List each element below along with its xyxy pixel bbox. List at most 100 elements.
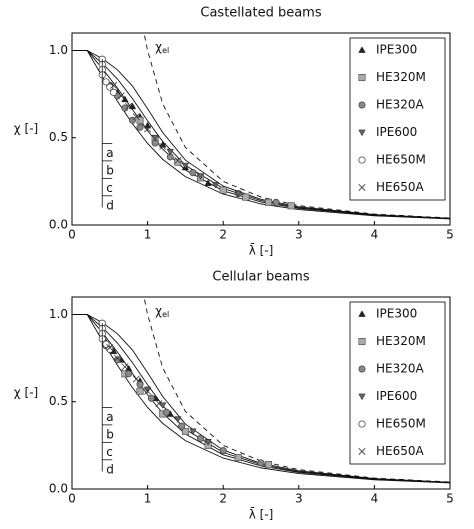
x-tick-label: 4 xyxy=(371,492,379,506)
chart-title: Cellular beams xyxy=(212,270,309,285)
marker xyxy=(132,375,140,383)
marker xyxy=(234,454,242,462)
marker xyxy=(159,142,167,150)
marker xyxy=(358,420,366,428)
marker xyxy=(125,370,133,378)
marker xyxy=(181,427,189,435)
marker xyxy=(204,179,212,186)
marker xyxy=(358,337,366,345)
marker xyxy=(128,102,137,110)
legend-label: HE320M xyxy=(376,70,426,84)
chart-title: Castellated beams xyxy=(200,6,321,21)
marker xyxy=(132,113,140,121)
x-tick-label: 2 xyxy=(219,492,227,506)
marker xyxy=(144,387,152,395)
legend-label: IPE600 xyxy=(376,389,417,403)
legend-label: HE650M xyxy=(376,153,426,167)
marker xyxy=(163,408,171,416)
x-tick-label: 4 xyxy=(371,228,379,242)
curve-label: d xyxy=(106,462,114,476)
marker xyxy=(219,447,227,455)
subplot: Cellular beams λ̄ [-] χ [-] 0 1 2 3 4 5 0.0 0.5 1.0… xyxy=(14,270,454,522)
marker xyxy=(110,81,118,89)
marker xyxy=(151,134,159,142)
plot-frame xyxy=(71,296,451,490)
marker xyxy=(136,123,144,131)
marker xyxy=(174,416,182,423)
plot-frame xyxy=(71,32,451,226)
marker xyxy=(121,95,129,103)
marker xyxy=(358,310,366,317)
marker xyxy=(212,182,220,189)
marker xyxy=(174,156,182,164)
curve-label: d xyxy=(106,198,114,212)
marker xyxy=(234,190,242,198)
marker xyxy=(287,202,295,210)
marker xyxy=(147,394,155,402)
marker xyxy=(110,88,118,96)
y-tick-label: 0.0 xyxy=(49,482,68,496)
subplot: Castellated beams λ̄ [-] χ [-] 0 1 2 3 4 5 0.0 0.5… xyxy=(14,6,454,258)
curve-label-main: χ xyxy=(155,40,162,54)
marker xyxy=(219,186,227,194)
marker xyxy=(257,459,265,467)
curve-label-main: χ xyxy=(155,304,162,318)
marker xyxy=(144,125,152,133)
x-tick-label: 3 xyxy=(295,228,303,242)
curve-label: χel xyxy=(155,304,169,319)
marker xyxy=(358,448,366,455)
legend-label: HE650M xyxy=(376,417,426,431)
marker xyxy=(106,344,114,352)
x-axis-label: λ̄ [-] xyxy=(249,507,274,521)
y-tick-label: 0.5 xyxy=(49,394,68,408)
y-tick-label: 1.0 xyxy=(49,307,68,321)
x-axis-label: λ̄ [-] xyxy=(249,243,274,257)
marker xyxy=(242,193,250,201)
marker xyxy=(106,345,114,353)
legend-label: IPE300 xyxy=(376,307,417,321)
x-tick-label: 0 xyxy=(68,492,76,506)
marker xyxy=(113,356,121,364)
curve-label: b xyxy=(106,427,114,441)
marker xyxy=(136,387,144,395)
legend-label: HE650A xyxy=(376,444,425,458)
x-tick-label: 5 xyxy=(446,228,454,242)
legend-label: HE650A xyxy=(376,180,425,194)
legend-label: IPE600 xyxy=(376,125,417,139)
marker xyxy=(102,78,110,86)
legend-label: IPE300 xyxy=(376,43,417,57)
y-axis-label: χ [-] xyxy=(14,386,38,400)
marker xyxy=(117,92,125,100)
y-tick-label: 0.5 xyxy=(49,130,68,144)
marker xyxy=(189,169,197,177)
marker xyxy=(189,428,197,436)
marker xyxy=(358,129,366,137)
x-tick-label: 1 xyxy=(144,228,152,242)
marker xyxy=(197,434,205,442)
marker xyxy=(155,399,163,407)
legend-label: HE320A xyxy=(376,362,425,376)
curve-label-sub: el xyxy=(162,310,169,319)
x-tick-label: 0 xyxy=(68,228,76,242)
marker xyxy=(358,156,366,164)
marker xyxy=(358,46,366,53)
legend-label: HE320A xyxy=(376,98,425,112)
y-tick-label: 0.0 xyxy=(49,218,68,232)
curve xyxy=(144,35,450,219)
curve xyxy=(144,299,450,483)
marker xyxy=(204,439,212,446)
marker xyxy=(265,198,273,206)
marker xyxy=(143,121,152,129)
marker xyxy=(121,104,129,112)
curve-label: c xyxy=(106,445,113,459)
curve-label: a xyxy=(106,410,113,424)
curve-label-sub: el xyxy=(162,46,169,55)
marker xyxy=(113,354,121,362)
marker xyxy=(196,173,205,180)
curve-label: χel xyxy=(155,40,169,55)
marker xyxy=(166,148,174,156)
marker xyxy=(121,363,129,371)
marker xyxy=(136,380,144,388)
marker xyxy=(106,83,114,91)
